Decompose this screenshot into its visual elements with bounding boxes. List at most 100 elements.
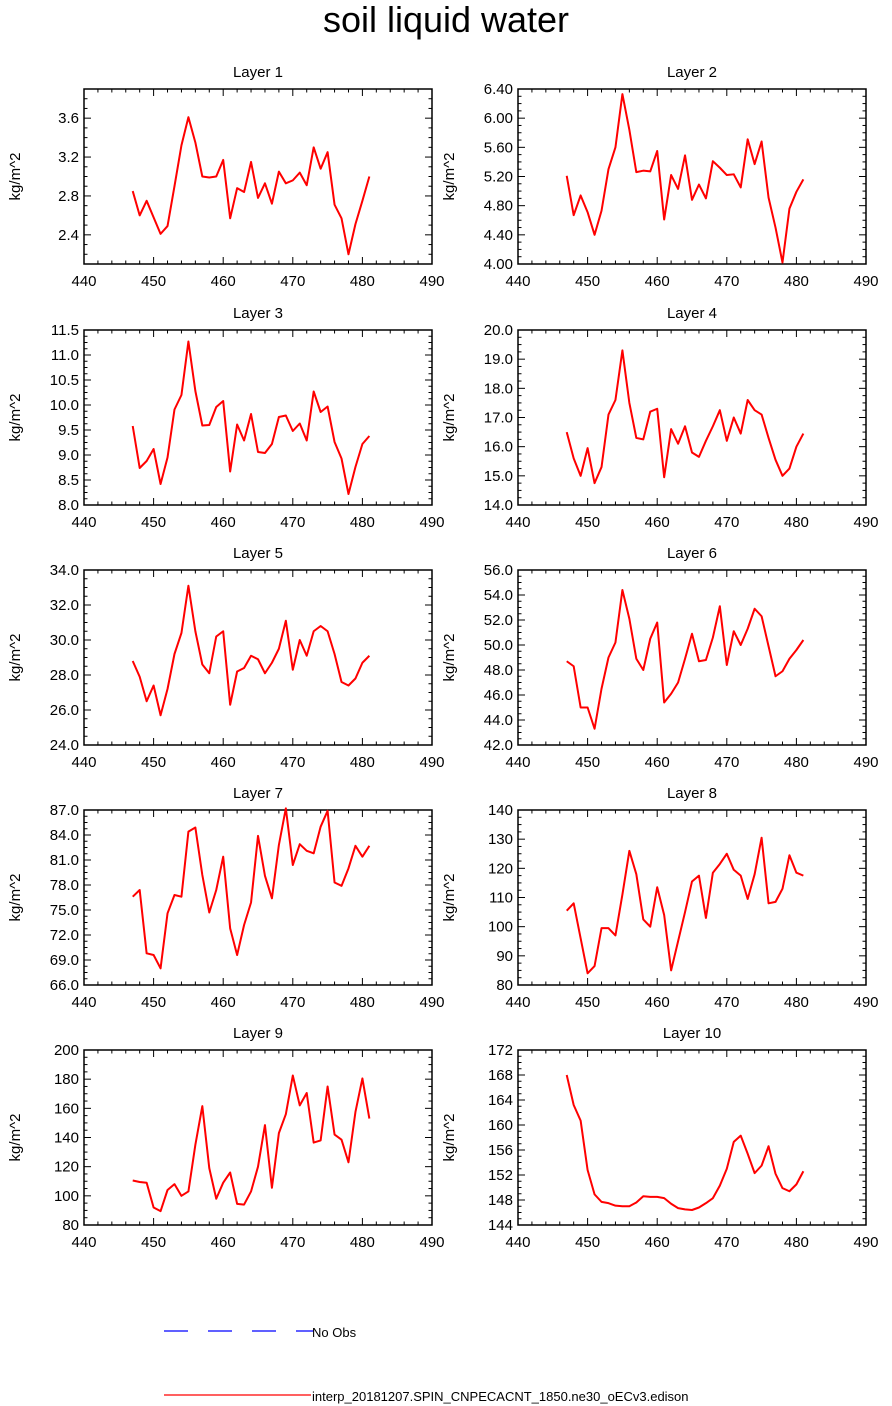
page-title: soil liquid water [322,0,570,40]
panel-title: Layer 5 [233,545,283,562]
y-tick-label: 11.5 [51,322,79,339]
x-tick-label: 450 [141,754,166,771]
y-tick-label: 100 [488,919,513,936]
x-tick-label: 480 [784,514,809,531]
x-tick-label: 470 [714,273,739,290]
x-tick-label: 480 [784,273,809,290]
x-tick-label: 490 [419,1234,444,1251]
plot-frame [83,88,433,265]
y-tick-label: 66.0 [50,977,79,994]
y-tick-label: 110 [489,890,513,907]
y-tick-label: 44.0 [484,712,513,729]
x-tick-label: 440 [505,273,530,290]
y-tick-label: 78.0 [50,877,79,894]
y-tick-label: 46.0 [484,687,513,704]
series-line [131,116,371,256]
y-tick-label: 140 [488,802,513,819]
x-tick-label: 490 [419,754,444,771]
x-tick-label: 460 [645,754,670,771]
y-tick-label: 160 [54,1100,79,1117]
panel-title: Layer 10 [663,1025,721,1042]
y-axis-label: kg/m^2 [7,394,24,442]
y-tick-label: 56.0 [484,562,513,579]
series-line [132,1074,371,1213]
x-tick-label: 490 [419,514,444,531]
x-tick-label: 450 [141,994,166,1011]
x-tick-label: 470 [714,994,739,1011]
y-tick-label: 52.0 [484,612,513,629]
y-tick-label: 100 [54,1188,79,1205]
x-tick-label: 440 [71,514,96,531]
x-tick-label: 440 [505,994,530,1011]
plot-frame [83,1049,433,1226]
chart-panel-10: Layer 10 440 450 460 470 480 490 144 148 152 156 16… [441,1025,879,1251]
y-tick-label: 130 [488,831,513,848]
x-tick-label: 440 [505,1234,530,1251]
y-tick-label: 80 [62,1217,79,1234]
y-tick-label: 3.2 [58,149,79,166]
y-tick-label: 120 [54,1159,79,1176]
x-tick-label: 450 [575,754,600,771]
x-tick-label: 450 [575,1234,600,1251]
plot-frame [517,569,867,746]
series-line [565,349,805,485]
y-tick-label: 14.0 [484,497,513,514]
y-tick-label: 24.0 [50,737,79,754]
plot-frame [83,569,433,746]
x-tick-label: 470 [714,754,739,771]
x-tick-label: 460 [211,514,236,531]
x-tick-label: 470 [280,994,305,1011]
x-tick-label: 490 [853,514,878,531]
y-tick-label: 20.0 [484,322,513,339]
x-tick-label: 480 [350,1234,375,1251]
x-tick-label: 470 [280,1234,305,1251]
x-tick-label: 460 [211,754,236,771]
y-tick-label: 180 [54,1071,79,1088]
chart-panel-1: Layer 1 440 450 460 470 480 490 2.4 2.8 3.2 3.6 kg/… [7,64,445,290]
y-tick-label: 9.5 [58,422,79,439]
y-tick-label: 87.0 [50,802,79,819]
y-tick-label: 200 [54,1042,79,1059]
x-tick-label: 460 [645,994,670,1011]
x-tick-label: 450 [141,273,166,290]
x-tick-label: 480 [350,754,375,771]
x-tick-label: 460 [645,273,670,290]
y-tick-label: 69.0 [50,952,79,969]
x-tick-label: 450 [141,1234,166,1251]
y-tick-label: 2.8 [58,188,79,205]
y-axis-label: kg/m^2 [441,394,458,442]
series-line [131,340,371,495]
series-line [566,589,805,730]
x-tick-label: 490 [853,754,878,771]
y-tick-label: 50.0 [484,637,513,654]
y-tick-label: 34.0 [50,562,79,579]
plot-frame [517,1049,867,1226]
series-line [131,584,371,717]
x-tick-label: 490 [419,994,444,1011]
x-tick-label: 460 [645,514,670,531]
x-tick-label: 440 [505,514,530,531]
x-tick-label: 440 [505,754,530,771]
x-tick-label: 450 [575,273,600,290]
y-tick-label: 152 [488,1167,513,1184]
series-line [565,93,805,264]
chart-panel-8: Layer 8 440 450 460 470 480 490 80 90 100 110 120 13… [441,785,879,1011]
plot-frame [517,88,867,265]
x-tick-label: 450 [575,994,600,1011]
y-tick-label: 144 [488,1217,513,1234]
x-tick-label: 440 [71,994,96,1011]
x-tick-label: 480 [350,273,375,290]
x-tick-label: 450 [141,514,166,531]
y-tick-label: 17.0 [484,410,513,427]
x-tick-label: 490 [853,1234,878,1251]
y-tick-label: 72.0 [50,927,79,944]
chart-panel-9: Layer 9 440 450 460 470 480 490 80 100 120 140 160 1… [7,1025,445,1251]
y-tick-label: 120 [488,860,513,877]
y-tick-label: 32.0 [50,597,79,614]
y-tick-label: 18.0 [484,380,513,397]
y-tick-label: 172 [488,1042,513,1059]
y-tick-label: 90 [496,948,513,965]
x-tick-label: 460 [211,994,236,1011]
x-tick-label: 490 [853,273,878,290]
y-tick-label: 140 [54,1130,79,1147]
